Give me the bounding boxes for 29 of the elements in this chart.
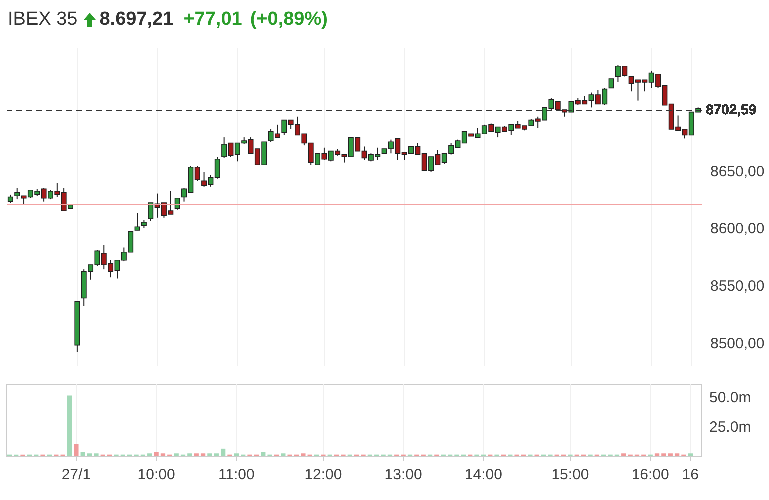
x-tick-label: 14:00 xyxy=(464,466,502,484)
candlestick xyxy=(608,78,614,89)
bar xyxy=(74,444,79,456)
text: 8.697,21 xyxy=(100,9,174,31)
candlestick xyxy=(174,198,180,210)
y-tick-label: 8550,00 xyxy=(710,278,765,296)
ref-line-label: 8702,59 xyxy=(706,101,757,118)
bar xyxy=(67,396,72,456)
x-tick-label: 10:00 xyxy=(138,466,176,484)
text: (+0,89%) xyxy=(250,9,328,31)
x-tick-label: 15:00 xyxy=(552,466,590,484)
x-tick-label: 11:00 xyxy=(218,466,255,484)
candlestick xyxy=(134,212,140,232)
x-tick-label: 13:00 xyxy=(384,466,422,484)
x-tick-label: 16:00 xyxy=(632,466,670,484)
chart-title: IBEX 35 xyxy=(8,9,78,31)
y-tick-label: 8600,00 xyxy=(710,220,765,238)
y-tick-label: 8500,00 xyxy=(710,336,765,353)
x-tick-label: 12:00 xyxy=(304,466,342,484)
y-tick-label: 50.0m xyxy=(710,389,752,406)
x-tick-label: 16 xyxy=(682,466,699,484)
x-tick-label: 27/1 xyxy=(62,466,92,484)
text: +77,01 xyxy=(184,9,242,31)
bar xyxy=(154,452,159,456)
bar xyxy=(220,448,226,456)
y-tick-label: 8650,00 xyxy=(710,163,765,180)
bar xyxy=(80,452,86,456)
bar xyxy=(261,452,266,456)
y-tick-label: 25.0m xyxy=(710,418,752,436)
